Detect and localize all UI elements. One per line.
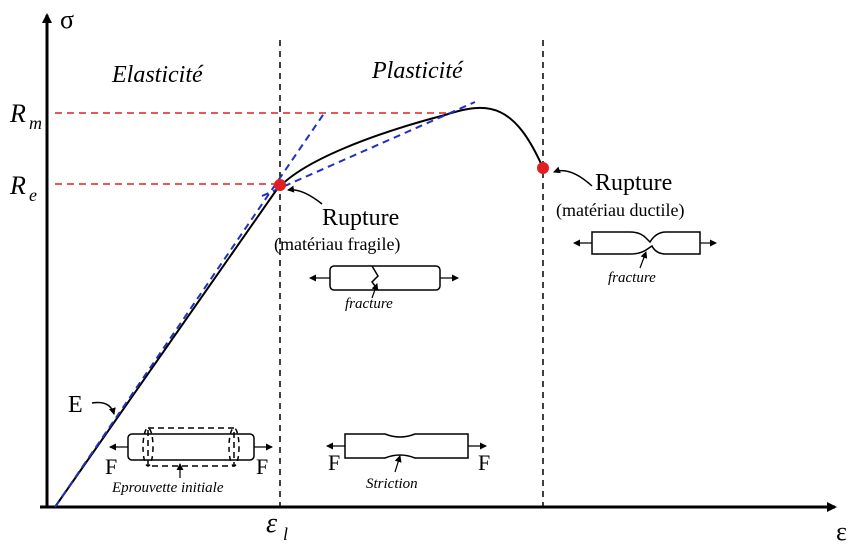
region-label: Elasticité [111, 62, 204, 88]
rupture-note: (matériau fragile) [274, 234, 400, 255]
x-axis-label: ε [836, 517, 847, 546]
initial-specimen [109, 427, 273, 478]
ductile-rupture-point [537, 162, 549, 174]
level-subscript: m [29, 113, 42, 133]
pointer [553, 166, 593, 187]
pointer [287, 185, 323, 205]
level-subscript: e [29, 185, 37, 205]
rupture-note: (matériau ductile) [556, 200, 684, 221]
specimen-label: fracture [345, 296, 393, 312]
force-label: F [478, 450, 490, 475]
specimen-label: Eprouvette initiale [111, 480, 224, 496]
level-symbol: R [9, 171, 26, 200]
region-label: Plasticité [371, 58, 464, 84]
force-label: F [105, 454, 117, 479]
modulus-label: E [68, 392, 83, 418]
strain-symbol: ε [266, 508, 277, 539]
specimen-label: fracture [608, 270, 656, 286]
rupture-title: Rupture [322, 205, 399, 231]
brittle-rupture-point [274, 179, 286, 191]
force-label: F [256, 454, 268, 479]
plastic-tangent [261, 101, 476, 197]
y-axis-label: σ [60, 5, 74, 34]
level-symbol: R [9, 99, 26, 128]
elastic-tangent [54, 111, 326, 508]
ductile-specimen [573, 231, 717, 269]
pointer [91, 401, 116, 415]
specimen-label: Striction [366, 476, 418, 492]
brittle-specimen [309, 265, 459, 299]
force-label: F [328, 450, 340, 475]
rupture-title: Rupture [595, 170, 672, 196]
stress-strain-curve [54, 107, 544, 508]
necking-specimen [326, 433, 487, 473]
strain-subscript: l [283, 524, 288, 544]
